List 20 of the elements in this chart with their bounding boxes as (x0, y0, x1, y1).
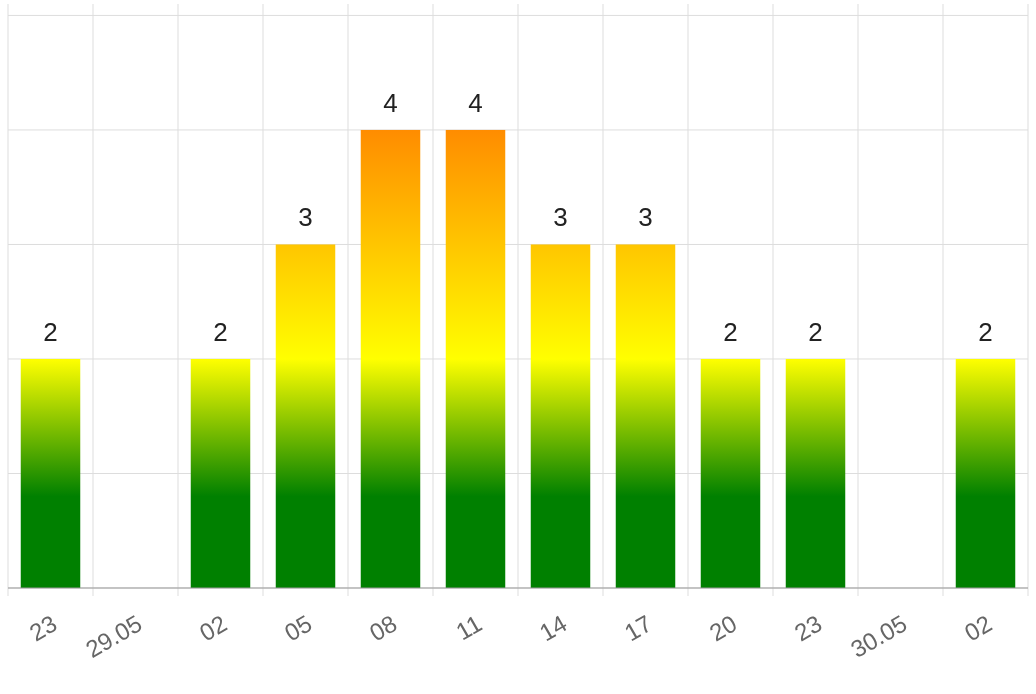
x-tick-label: 08 (364, 609, 402, 647)
x-tick-label: 17 (619, 609, 657, 647)
data-label: 2 (43, 316, 58, 347)
x-tick-label: 11 (451, 609, 487, 646)
x-tick-label: 02 (959, 609, 997, 647)
data-label: 3 (298, 202, 313, 233)
data-label: 3 (638, 202, 653, 233)
data-label: 2 (978, 316, 993, 347)
data-label: 3 (553, 202, 568, 233)
x-tick-label: 23 (24, 609, 62, 647)
x-tick-label: 23 (789, 609, 827, 647)
x-tick-label: 14 (534, 609, 572, 647)
x-tick-label: 02 (194, 609, 232, 647)
data-label: 2 (213, 316, 228, 347)
x-tick-label: 20 (704, 609, 742, 647)
x-tick-label: 05 (279, 609, 317, 647)
data-label: 2 (808, 316, 823, 347)
data-label: 2 (723, 316, 738, 347)
data-label: 4 (468, 87, 483, 118)
data-label: 4 (383, 87, 398, 118)
